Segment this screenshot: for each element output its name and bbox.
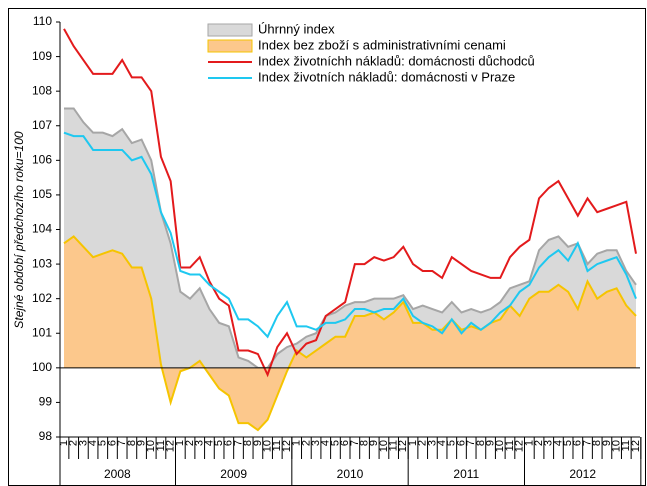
legend-swatch <box>207 23 253 37</box>
line <box>63 28 637 378</box>
x-tick-label: 2 <box>68 440 80 446</box>
x-tick-label: 5 <box>97 440 109 446</box>
x-tick-label: 4 <box>320 440 332 446</box>
y-tick-label: 106 <box>32 153 52 167</box>
legend-label: Index životních nákladů: domácnosti v Pr… <box>258 69 515 84</box>
x-tick-label: 11 <box>620 440 632 451</box>
x-tick-label: 12 <box>165 440 177 452</box>
y-tick-label: 109 <box>32 49 52 63</box>
x-tick-label: 12 <box>281 440 293 452</box>
year-label: 2009 <box>220 467 247 481</box>
x-tick-label: 8 <box>242 440 254 446</box>
x-tick-label: 12 <box>514 440 526 452</box>
x-tick-label: 6 <box>106 440 118 446</box>
x-tick-label: 2 <box>533 440 545 446</box>
x-tick-label: 1 <box>291 440 303 446</box>
x-tick-label: 4 <box>436 440 448 446</box>
x-tick-label: 12 <box>630 440 642 452</box>
x-tick-label: 7 <box>581 440 593 446</box>
y-tick-label: 110 <box>33 14 52 28</box>
y-tick-label: 108 <box>32 83 52 97</box>
x-tick-label: 2 <box>184 440 196 446</box>
x-tick-label: 6 <box>223 440 235 446</box>
x-tick-label: 10 <box>378 440 390 452</box>
legend-swatch <box>207 39 253 53</box>
x-tick-label: 9 <box>368 440 380 446</box>
legend-label: Úhrnný index <box>258 21 335 36</box>
x-tick-label: 3 <box>543 440 555 446</box>
x-tick-label: 4 <box>203 440 215 446</box>
legend-label: Index bez zboží s administrativními cena… <box>258 37 506 52</box>
x-tick-label: 2 <box>300 440 312 446</box>
year-label: 2012 <box>569 467 596 481</box>
y-tick-label: 104 <box>32 222 52 236</box>
year-label: 2008 <box>104 467 131 481</box>
y-axis-title: Stejné období předchozího roku=100 <box>12 131 26 328</box>
x-tick-label: 2 <box>417 440 429 446</box>
x-tick-label: 10 <box>145 440 157 452</box>
x-tick-label: 4 <box>552 440 564 446</box>
x-tick-label: 6 <box>572 440 584 446</box>
x-tick-label: 9 <box>252 440 264 446</box>
x-tick-label: 3 <box>194 440 206 446</box>
x-tick-label: 1 <box>523 440 535 446</box>
line <box>63 131 637 339</box>
x-tick-label: 7 <box>349 440 361 446</box>
x-tick-label: 10 <box>261 440 273 452</box>
x-tick-label: 11 <box>388 440 400 451</box>
x-tick-label: 4 <box>87 440 99 446</box>
x-tick-label: 11 <box>504 440 516 451</box>
x-tick-label: 7 <box>232 440 244 446</box>
x-tick-label: 8 <box>358 440 370 446</box>
x-tick-label: 10 <box>494 440 506 452</box>
area-edge <box>63 235 637 432</box>
y-tick-label: 103 <box>32 256 52 270</box>
x-tick-label: 11 <box>271 440 283 451</box>
x-tick-label: 9 <box>484 440 496 446</box>
y-tick-label: 102 <box>32 291 52 305</box>
x-tick-label: 8 <box>475 440 487 446</box>
x-tick-label: 1 <box>58 440 70 446</box>
year-label: 2010 <box>337 467 364 481</box>
x-tick-label: 3 <box>77 440 89 446</box>
y-tick-label: 101 <box>32 325 52 339</box>
x-tick-label: 6 <box>339 440 351 446</box>
x-tick-label: 8 <box>126 440 138 446</box>
area <box>64 236 636 431</box>
y-tick-label: 107 <box>32 118 52 132</box>
x-tick-label: 1 <box>407 440 419 446</box>
x-tick-label: 5 <box>562 440 574 446</box>
y-tick-label: 98 <box>39 429 53 443</box>
x-tick-label: 1 <box>174 440 186 446</box>
x-tick-label: 12 <box>397 440 409 452</box>
x-tick-label: 11 <box>155 440 167 451</box>
year-label: 2011 <box>453 467 479 481</box>
x-tick-label: 7 <box>465 440 477 446</box>
x-tick-label: 9 <box>135 440 147 446</box>
x-tick-label: 9 <box>601 440 613 446</box>
x-tick-label: 3 <box>310 440 322 446</box>
x-tick-label: 6 <box>455 440 467 446</box>
y-tick-label: 99 <box>39 395 53 409</box>
x-tick-label: 5 <box>329 440 341 446</box>
x-tick-label: 10 <box>611 440 623 452</box>
y-tick-label: 100 <box>32 360 52 374</box>
x-tick-label: 3 <box>426 440 438 446</box>
x-tick-label: 7 <box>116 440 128 446</box>
x-tick-label: 8 <box>591 440 603 446</box>
y-tick-label: 105 <box>32 187 52 201</box>
x-tick-label: 5 <box>213 440 225 446</box>
x-tick-label: 5 <box>446 440 458 446</box>
legend-label: Index životníchh nákladů: domácnosti důc… <box>258 53 535 68</box>
